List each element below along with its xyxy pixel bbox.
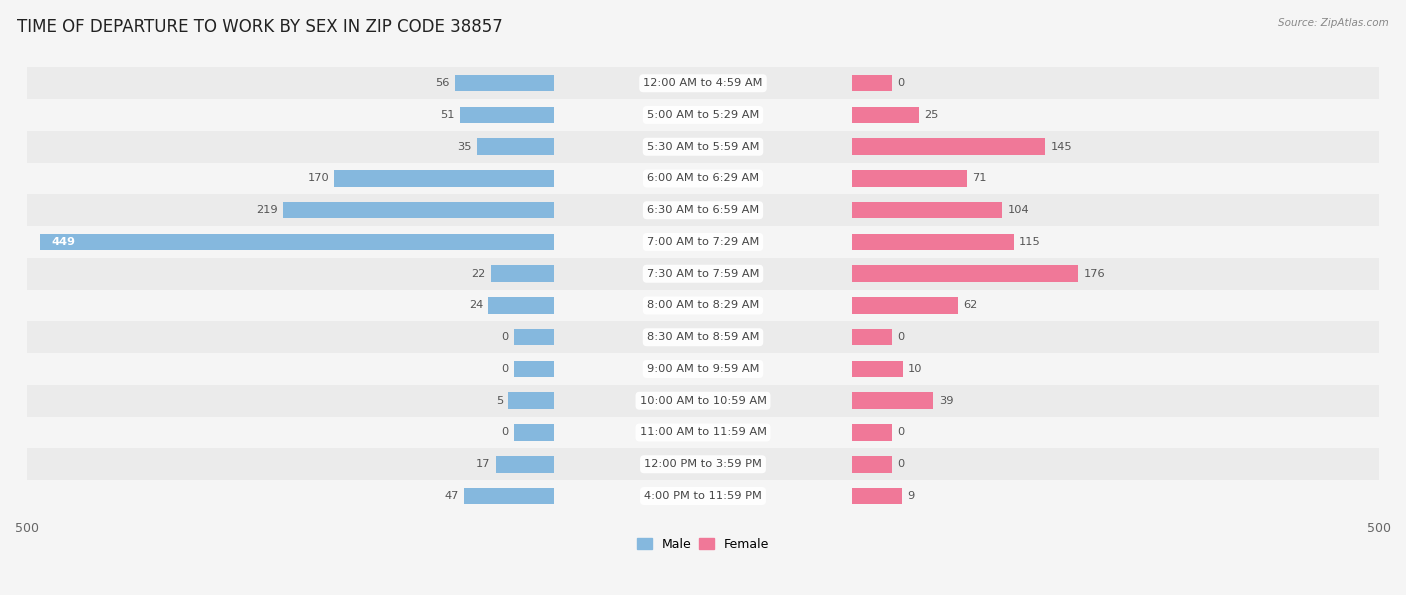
Text: 51: 51 [440,110,454,120]
Bar [852,107,918,123]
Text: 24: 24 [468,300,484,311]
Text: Source: ZipAtlas.com: Source: ZipAtlas.com [1278,18,1389,28]
Bar [852,456,893,472]
Text: 35: 35 [457,142,471,152]
Text: 0: 0 [501,332,509,342]
Text: 104: 104 [1007,205,1029,215]
Bar [27,385,1379,416]
Text: 6:30 AM to 6:59 AM: 6:30 AM to 6:59 AM [647,205,759,215]
Text: 0: 0 [897,78,905,88]
Bar [27,290,1379,321]
Bar [27,195,1379,226]
Bar [852,139,1045,155]
Bar [27,99,1379,131]
Text: TIME OF DEPARTURE TO WORK BY SEX IN ZIP CODE 38857: TIME OF DEPARTURE TO WORK BY SEX IN ZIP … [17,18,502,36]
Bar [27,226,1379,258]
Text: 0: 0 [897,459,905,469]
Bar [491,265,554,282]
Text: 10: 10 [908,364,922,374]
Bar [852,265,1078,282]
Bar [283,202,554,218]
Text: 47: 47 [444,491,458,501]
Text: 170: 170 [308,174,329,183]
Text: 4:00 PM to 11:59 PM: 4:00 PM to 11:59 PM [644,491,762,501]
Bar [513,361,554,377]
Text: 17: 17 [475,459,491,469]
Bar [27,258,1379,290]
Text: 7:00 AM to 7:29 AM: 7:00 AM to 7:29 AM [647,237,759,247]
Bar [335,170,554,187]
Bar [27,131,1379,162]
Bar [454,75,554,92]
Bar [27,416,1379,449]
Text: 8:00 AM to 8:29 AM: 8:00 AM to 8:29 AM [647,300,759,311]
Text: 219: 219 [256,205,277,215]
Text: 9:00 AM to 9:59 AM: 9:00 AM to 9:59 AM [647,364,759,374]
Text: 0: 0 [897,427,905,437]
Text: 39: 39 [939,396,953,406]
Text: 145: 145 [1050,142,1073,152]
Text: 12:00 AM to 4:59 AM: 12:00 AM to 4:59 AM [644,78,762,88]
Bar [477,139,554,155]
Text: 56: 56 [434,78,450,88]
Bar [27,480,1379,512]
Text: 10:00 AM to 10:59 AM: 10:00 AM to 10:59 AM [640,396,766,406]
Text: 0: 0 [501,427,509,437]
Bar [27,449,1379,480]
Text: 0: 0 [501,364,509,374]
Bar [41,234,554,250]
Bar [852,393,934,409]
Text: 5:00 AM to 5:29 AM: 5:00 AM to 5:29 AM [647,110,759,120]
Bar [852,202,1002,218]
Bar [27,162,1379,195]
Text: 5:30 AM to 5:59 AM: 5:30 AM to 5:59 AM [647,142,759,152]
Bar [460,107,554,123]
Bar [852,329,893,346]
Text: 176: 176 [1083,269,1105,278]
Bar [464,488,554,504]
Bar [27,321,1379,353]
Bar [488,298,554,314]
Text: 22: 22 [471,269,485,278]
Bar [27,353,1379,385]
Bar [513,329,554,346]
Text: 0: 0 [897,332,905,342]
Text: 9: 9 [907,491,914,501]
Text: 5: 5 [496,396,503,406]
Text: 6:00 AM to 6:29 AM: 6:00 AM to 6:29 AM [647,174,759,183]
Text: 115: 115 [1019,237,1040,247]
Text: 7:30 AM to 7:59 AM: 7:30 AM to 7:59 AM [647,269,759,278]
Bar [852,488,901,504]
Text: 449: 449 [51,237,75,247]
Text: 71: 71 [973,174,987,183]
Bar [852,170,967,187]
Bar [852,234,1014,250]
Legend: Male, Female: Male, Female [631,533,775,556]
Text: 62: 62 [963,300,977,311]
Bar [852,361,903,377]
Bar [27,67,1379,99]
Text: 8:30 AM to 8:59 AM: 8:30 AM to 8:59 AM [647,332,759,342]
Text: 12:00 PM to 3:59 PM: 12:00 PM to 3:59 PM [644,459,762,469]
Text: 11:00 AM to 11:59 AM: 11:00 AM to 11:59 AM [640,427,766,437]
Bar [852,298,957,314]
Bar [852,75,893,92]
Text: 25: 25 [924,110,938,120]
Bar [513,424,554,441]
Bar [496,456,554,472]
Bar [509,393,554,409]
Bar [852,424,893,441]
